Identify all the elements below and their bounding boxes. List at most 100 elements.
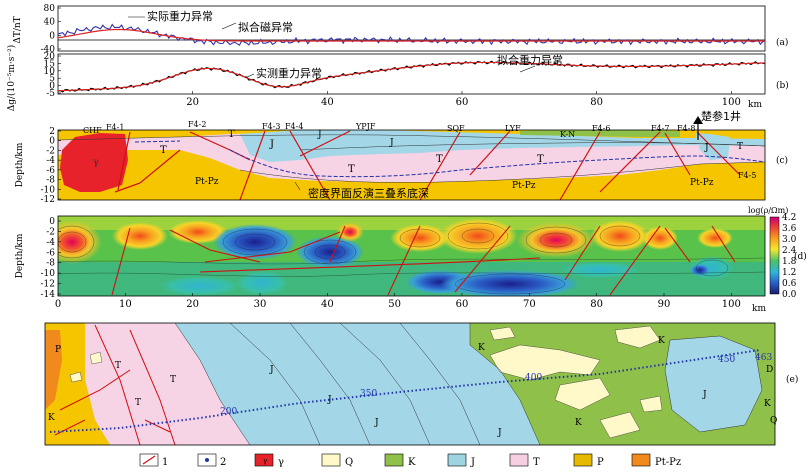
- panel-c-letter: (c): [776, 155, 788, 166]
- station-200: 200: [220, 407, 237, 417]
- station-450: 450: [718, 355, 735, 365]
- fault-f4-3: F4-3: [262, 122, 280, 131]
- panel-b-y-tick-label: 15: [44, 59, 56, 69]
- unit-t-5: T: [537, 154, 544, 165]
- panel-a-magnetic: 80 40 0 -40 ΔT/nT 实际重力异常 拟合磁异常 (a): [13, 4, 788, 55]
- legend-swatch-k: [384, 453, 404, 467]
- legend-swatch-j: [447, 453, 467, 467]
- unit-j-2: J: [317, 130, 322, 140]
- j-block-right: [695, 133, 730, 160]
- panel-b-xunit: km: [748, 100, 762, 110]
- panel-b-x-tick-label: 60: [456, 97, 469, 108]
- fault-f4-4: F4-4: [285, 122, 303, 131]
- legend-label-t: T: [533, 457, 540, 468]
- panel-d-x-tick-label: 70: [523, 299, 536, 310]
- map-label-k-2: K: [478, 343, 485, 353]
- colorbar: [769, 216, 780, 295]
- panel-d-ylabel: Depth/km: [15, 233, 25, 278]
- legend: 1 2 γ γ Q K J T P Pt-Pz: [139, 453, 681, 468]
- fault-kn: K-N: [560, 130, 575, 139]
- anomaly-low-1: [213, 224, 297, 260]
- j-layer: [240, 130, 765, 162]
- panel-a-fitted-curve: [57, 28, 765, 42]
- map-label-j-4: J: [497, 428, 502, 438]
- panel-a-y-tick-label: 40: [44, 18, 56, 28]
- panel-b-x-tick-label: 100: [722, 97, 741, 108]
- legend-swatch-q: [321, 453, 341, 467]
- panel-b-leader-observed: [244, 73, 255, 79]
- panel-b-fitted-curve: [57, 61, 766, 92]
- legend-label-2: 2: [220, 457, 226, 468]
- gamma-intrusion: [60, 133, 128, 192]
- legend-label-1: 1: [162, 457, 168, 468]
- unit-j-4: J: [704, 143, 709, 153]
- unit-t-2: T: [228, 129, 235, 140]
- colorbar-tick-label: 0.6: [782, 279, 797, 289]
- panel-d-xunit: km: [752, 304, 766, 314]
- unit-t-3: T: [348, 164, 355, 175]
- panel-d-letter: (d): [794, 251, 807, 262]
- fault-lyf: LYF: [505, 124, 521, 133]
- colorbar-tick-label: 3.0: [782, 235, 797, 245]
- panel-a-y-tick-label: 0: [49, 31, 55, 41]
- fault-f4-5: F4-5: [738, 171, 756, 180]
- panel-d-resistivity: 0-2-4-6-8-10-12-14 0 10 20 30 40 50 60 70 80 90 10…: [15, 206, 807, 314]
- station-350: 350: [360, 389, 377, 399]
- legend-label-ptpz: Pt-Pz: [655, 457, 681, 468]
- legend-label-p: P: [597, 457, 604, 468]
- colorbar-tick-label: 4.2: [782, 213, 796, 223]
- fault-f4-1: F4-1: [106, 123, 124, 132]
- panel-d-frame: [57, 215, 766, 297]
- map-label-k-3: K: [575, 418, 582, 428]
- map-label-t-3: T: [135, 398, 141, 408]
- panel-a-label-observed: 实际重力异常: [147, 9, 213, 23]
- panel-b-y-tick-label: -5: [46, 89, 55, 99]
- panel-b-x-tick-label: 40: [321, 97, 334, 108]
- panel-a-leader-fitted: [221, 22, 237, 30]
- fault-f4-7: F4-7: [651, 124, 669, 133]
- well-icon: [693, 116, 703, 124]
- map-label-k-1: K: [48, 413, 55, 423]
- map-label-p: P: [55, 345, 61, 355]
- upper-line: [58, 134, 765, 147]
- fault-f4-8: F4-8: [677, 124, 695, 133]
- anomaly-low-3: [440, 270, 580, 296]
- legend-swatch-t: [509, 453, 529, 467]
- fault-chf: CHF: [83, 126, 102, 135]
- interface-note: 密度界面反演三叠系底深: [308, 186, 429, 200]
- panel-d-x-tick-label: 80: [590, 299, 603, 310]
- legend-label-q: Q: [345, 457, 353, 468]
- panel-b-letter: (b): [776, 80, 789, 91]
- resistivity-fault-lines: [111, 225, 736, 296]
- map-label-j-3: J: [374, 418, 379, 428]
- map-j-region: [175, 323, 540, 445]
- map-faults: [54, 324, 176, 445]
- colorbar-tick-label: 1.8: [782, 257, 797, 267]
- unit-t-4: T: [436, 154, 443, 165]
- panel-c-y-tick-label: 0: [49, 137, 55, 147]
- anomaly-high-2: [516, 222, 596, 258]
- map-label-d: D: [766, 365, 773, 375]
- panel-c-y-tick-label: -2: [46, 146, 55, 156]
- map-label-q: Q: [770, 416, 777, 426]
- panel-a-y-tick-label: -40: [41, 45, 56, 55]
- panel-b-y-tick-label: 5: [49, 74, 55, 84]
- panel-c-y-tick-label: -10: [41, 185, 56, 195]
- map-q-patches: [69, 325, 663, 439]
- density-interface-line: [229, 149, 765, 178]
- legend-label-j: J: [470, 457, 475, 468]
- unit-t-6: T: [737, 142, 743, 152]
- panel-c-y-tick-label: -6: [46, 166, 55, 176]
- panel-b-frame: [57, 53, 766, 95]
- fault-sqf: SQF: [447, 124, 465, 133]
- panel-b-y-tick-label: 10: [44, 67, 56, 77]
- panel-b-y-tick-label: 0: [49, 82, 55, 92]
- panel-c-frame: [57, 129, 766, 201]
- panel-b-leader-fitted: [519, 65, 536, 73]
- unit-j-3: J: [389, 138, 394, 148]
- anomaly-high-1: [58, 220, 102, 264]
- unit-j-1: J: [269, 139, 274, 150]
- fault-ypjf: YPJF: [355, 122, 376, 131]
